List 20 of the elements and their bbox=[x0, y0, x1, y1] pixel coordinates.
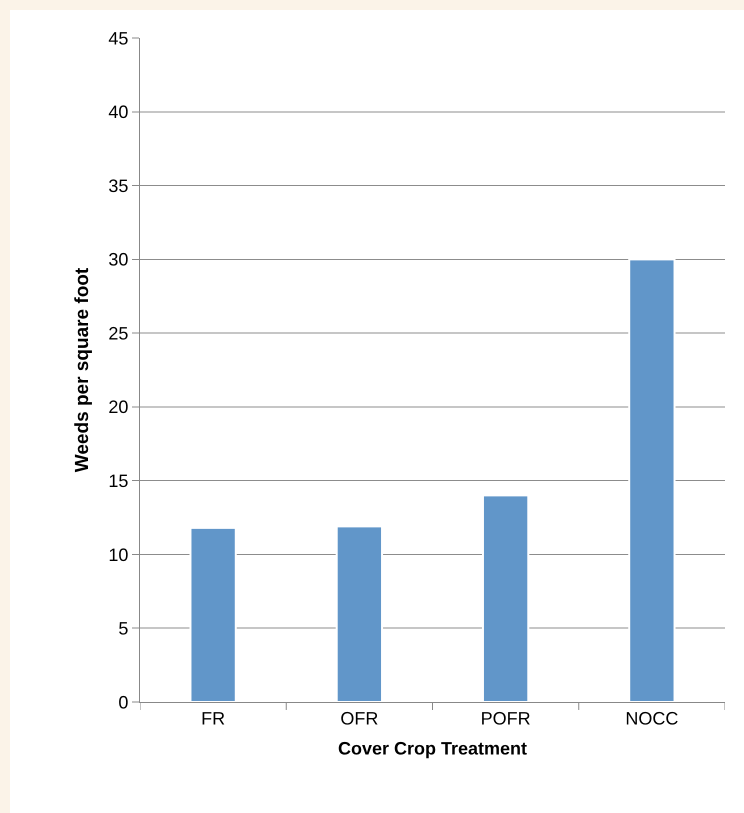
bar bbox=[336, 525, 384, 702]
x-tick-label: OFR bbox=[340, 708, 378, 729]
bar bbox=[482, 494, 530, 702]
y-tick-label: 15 bbox=[108, 470, 128, 491]
y-tick-label: 30 bbox=[108, 250, 128, 270]
bar bbox=[628, 258, 676, 702]
y-tick-label: 10 bbox=[108, 544, 128, 565]
y-tick-label: 0 bbox=[118, 692, 128, 712]
y-tick-label: 45 bbox=[108, 28, 128, 48]
y-tick-label: 5 bbox=[118, 618, 128, 639]
x-tick-label: FR bbox=[201, 708, 226, 729]
x-tick-label: POFR bbox=[480, 708, 531, 729]
bar bbox=[189, 526, 237, 702]
y-axis-title: Weeds per square foot bbox=[72, 267, 94, 472]
y-tick-label: 20 bbox=[108, 397, 128, 418]
x-axis-title: Cover Crop Treatment bbox=[338, 738, 528, 759]
y-tick-label: 35 bbox=[108, 176, 128, 196]
x-tick-label: NOCC bbox=[625, 708, 678, 729]
y-tick-label: 25 bbox=[108, 323, 128, 344]
y-tick-label: 40 bbox=[108, 102, 128, 122]
